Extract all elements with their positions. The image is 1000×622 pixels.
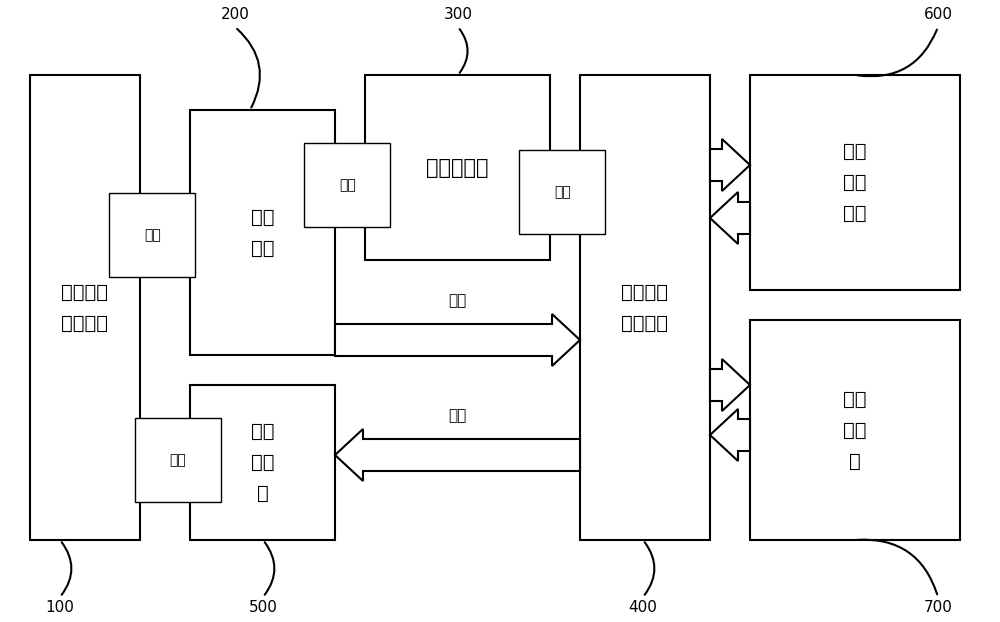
- Text: 300: 300: [444, 7, 473, 22]
- Polygon shape: [710, 139, 750, 191]
- Text: 400: 400: [629, 600, 657, 615]
- Bar: [365, 75, 550, 260]
- Text: 100: 100: [46, 600, 74, 615]
- Text: 语音: 语音: [339, 178, 356, 192]
- Polygon shape: [710, 192, 750, 244]
- Bar: [750, 75, 960, 290]
- Text: 第一数据
交换模块: 第一数据 交换模块: [62, 282, 108, 333]
- Polygon shape: [710, 409, 750, 461]
- Bar: [190, 385, 335, 540]
- Text: 音频
模块: 音频 模块: [251, 208, 274, 258]
- Bar: [190, 110, 335, 355]
- Text: 本地
模型
库: 本地 模型 库: [843, 389, 867, 470]
- Polygon shape: [335, 314, 580, 366]
- Text: 500: 500: [249, 600, 277, 615]
- Text: 语音: 语音: [144, 228, 161, 242]
- Text: 文本: 文本: [169, 453, 186, 467]
- Text: 文本: 文本: [448, 408, 467, 423]
- Text: 200: 200: [221, 7, 249, 22]
- Bar: [30, 75, 140, 540]
- Text: 文本: 文本: [554, 185, 571, 199]
- Bar: [750, 320, 960, 540]
- Polygon shape: [335, 429, 580, 481]
- Text: 文本生成器: 文本生成器: [426, 157, 489, 177]
- Text: 第二数据
交换模块: 第二数据 交换模块: [622, 282, 668, 333]
- Text: 边云
管理
组件: 边云 管理 组件: [843, 142, 867, 223]
- Text: 模型
选择
器: 模型 选择 器: [251, 422, 274, 503]
- Polygon shape: [710, 359, 750, 411]
- Bar: [580, 75, 710, 540]
- Text: 700: 700: [924, 600, 952, 615]
- Text: 600: 600: [924, 7, 952, 22]
- Text: 语音: 语音: [448, 293, 467, 308]
